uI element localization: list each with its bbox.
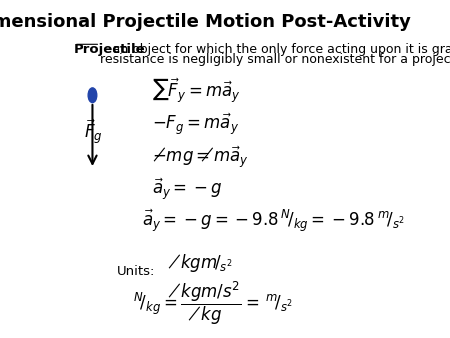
Text: $\vec{a}_y = -g$: $\vec{a}_y = -g$ [152, 176, 223, 202]
Text: $\not{k}gm\!/_{s^2}$: $\not{k}gm\!/_{s^2}$ [168, 252, 233, 274]
Text: resistance is negligibly small or nonexistent for a projectile.: resistance is negligibly small or nonexi… [100, 53, 450, 66]
Text: One Dimensional Projectile Motion Post-Activity: One Dimensional Projectile Motion Post-A… [0, 13, 411, 31]
Text: $-F_g = m\vec{a}_y$: $-F_g = m\vec{a}_y$ [152, 111, 239, 137]
Text: Units:: Units: [117, 265, 155, 278]
Circle shape [88, 88, 97, 103]
Text: $\sum\vec{F}_y = m\vec{a}_y$: $\sum\vec{F}_y = m\vec{a}_y$ [152, 76, 241, 104]
Text: - an object for which the only force acting upon it is gravity. The force of air: - an object for which the only force act… [100, 43, 450, 56]
Text: $-\not{m}g = \not{m}\vec{a}_y$: $-\not{m}g = \not{m}\vec{a}_y$ [152, 144, 249, 170]
Text: $\vec{a}_y = -g = -9.8\,^N\!/_{kg} = -9.8\,^m\!/_{s^2}$: $\vec{a}_y = -g = -9.8\,^N\!/_{kg} = -9.… [142, 208, 405, 234]
Text: $^N\!/_{kg} = \dfrac{\not{k}gm/s^2}{\not{k}g} = \,^m\!/_{s^2}$: $^N\!/_{kg} = \dfrac{\not{k}gm/s^2}{\not… [133, 280, 292, 327]
Text: Projectile: Projectile [74, 43, 145, 56]
Text: $\vec{F}_g$: $\vec{F}_g$ [84, 118, 103, 146]
